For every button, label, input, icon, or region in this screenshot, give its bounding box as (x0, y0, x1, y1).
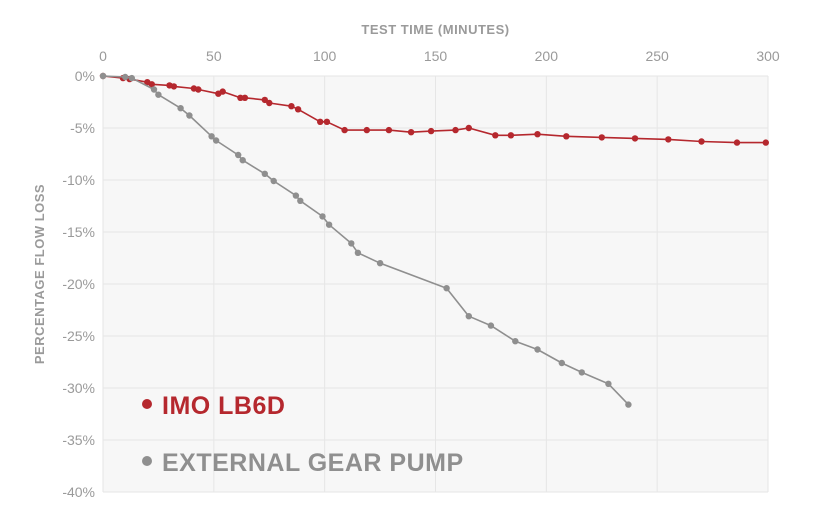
data-point (452, 126, 459, 134)
data-point (563, 133, 570, 140)
series-imo-lb6d (99, 72, 769, 146)
grid-lines (102, 75, 769, 493)
data-point (317, 118, 324, 126)
y-tick-label: -5% (70, 120, 95, 136)
y-tick-label: -10% (62, 172, 95, 188)
data-point (99, 72, 107, 80)
y-tick-label: -30% (62, 380, 95, 396)
legend-label-external-gear-pump: EXTERNAL GEAR PUMP (162, 449, 464, 477)
x-tick-label: 0 (99, 48, 107, 64)
x-axis-title: TEST TIME (MINUTES) (361, 22, 509, 37)
data-point (698, 138, 705, 145)
y-tick-label: -25% (62, 328, 95, 344)
data-point (177, 105, 184, 112)
data-point (354, 249, 362, 256)
data-point (363, 126, 370, 134)
data-point (578, 369, 585, 376)
data-point (261, 170, 268, 177)
data-point (625, 401, 632, 408)
data-point (294, 106, 302, 113)
series-layer (99, 72, 769, 408)
data-point (128, 74, 135, 82)
data-point (487, 322, 495, 329)
data-point (325, 221, 333, 228)
data-point (492, 132, 499, 139)
legend-marker-external-gear-pump (142, 456, 152, 466)
data-point (292, 192, 300, 199)
data-point (407, 129, 415, 136)
x-tick-label: 150 (424, 48, 448, 64)
x-axis-ticks: 0 50 100 150 200 250 300 (99, 48, 780, 64)
legend-label-imo: IMO LB6D (162, 392, 285, 420)
data-point (762, 139, 769, 146)
data-point (465, 313, 472, 320)
data-point (507, 132, 515, 139)
data-point (605, 380, 612, 387)
data-point (148, 81, 155, 88)
y-tick-label: -15% (62, 224, 95, 240)
data-point (512, 338, 519, 345)
x-tick-label: 300 (756, 48, 780, 64)
data-point (323, 118, 331, 126)
data-point (297, 197, 304, 204)
data-point (534, 131, 541, 138)
data-point (534, 346, 541, 353)
data-point (237, 94, 244, 102)
x-tick-label: 100 (313, 48, 337, 64)
y-tick-label: 0% (75, 68, 95, 84)
y-axis-ticks: 0% -5% -10% -15% -20% -25% -30% -35% -40% (62, 68, 95, 500)
y-axis-title: PERCENTAGE FLOW LOSS (32, 184, 47, 364)
data-point (443, 285, 450, 292)
x-tick-label: 250 (645, 48, 669, 64)
y-tick-label: -35% (62, 432, 95, 448)
data-point (270, 177, 277, 185)
data-point (598, 134, 605, 141)
data-point (235, 151, 242, 159)
data-point (150, 86, 158, 93)
data-point (385, 126, 393, 134)
legend: IMO LB6D EXTERNAL GEAR PUMP (142, 392, 464, 477)
data-point (155, 91, 162, 98)
series-external-gear-pump (99, 72, 632, 408)
legend-marker-imo (142, 399, 152, 409)
data-point (427, 127, 435, 135)
y-tick-label: -40% (62, 484, 95, 500)
data-point (319, 213, 326, 220)
data-point (261, 96, 268, 104)
data-point (212, 137, 220, 144)
data-point (341, 126, 348, 134)
data-point (122, 73, 129, 81)
data-point (241, 94, 249, 102)
data-point (733, 139, 741, 146)
data-point (219, 88, 226, 95)
data-point (170, 83, 178, 90)
data-point (558, 359, 565, 367)
data-point (195, 86, 202, 93)
x-tick-label: 50 (206, 48, 222, 64)
data-point (186, 112, 193, 119)
y-tick-label: -20% (62, 276, 95, 292)
x-tick-label: 200 (535, 48, 559, 64)
data-point (631, 135, 639, 142)
data-point (266, 99, 273, 107)
data-point (376, 260, 384, 267)
data-point (239, 157, 246, 164)
data-point (348, 240, 355, 247)
data-point (665, 136, 672, 143)
data-point (208, 133, 215, 140)
data-point (288, 103, 295, 110)
data-point (465, 124, 472, 132)
